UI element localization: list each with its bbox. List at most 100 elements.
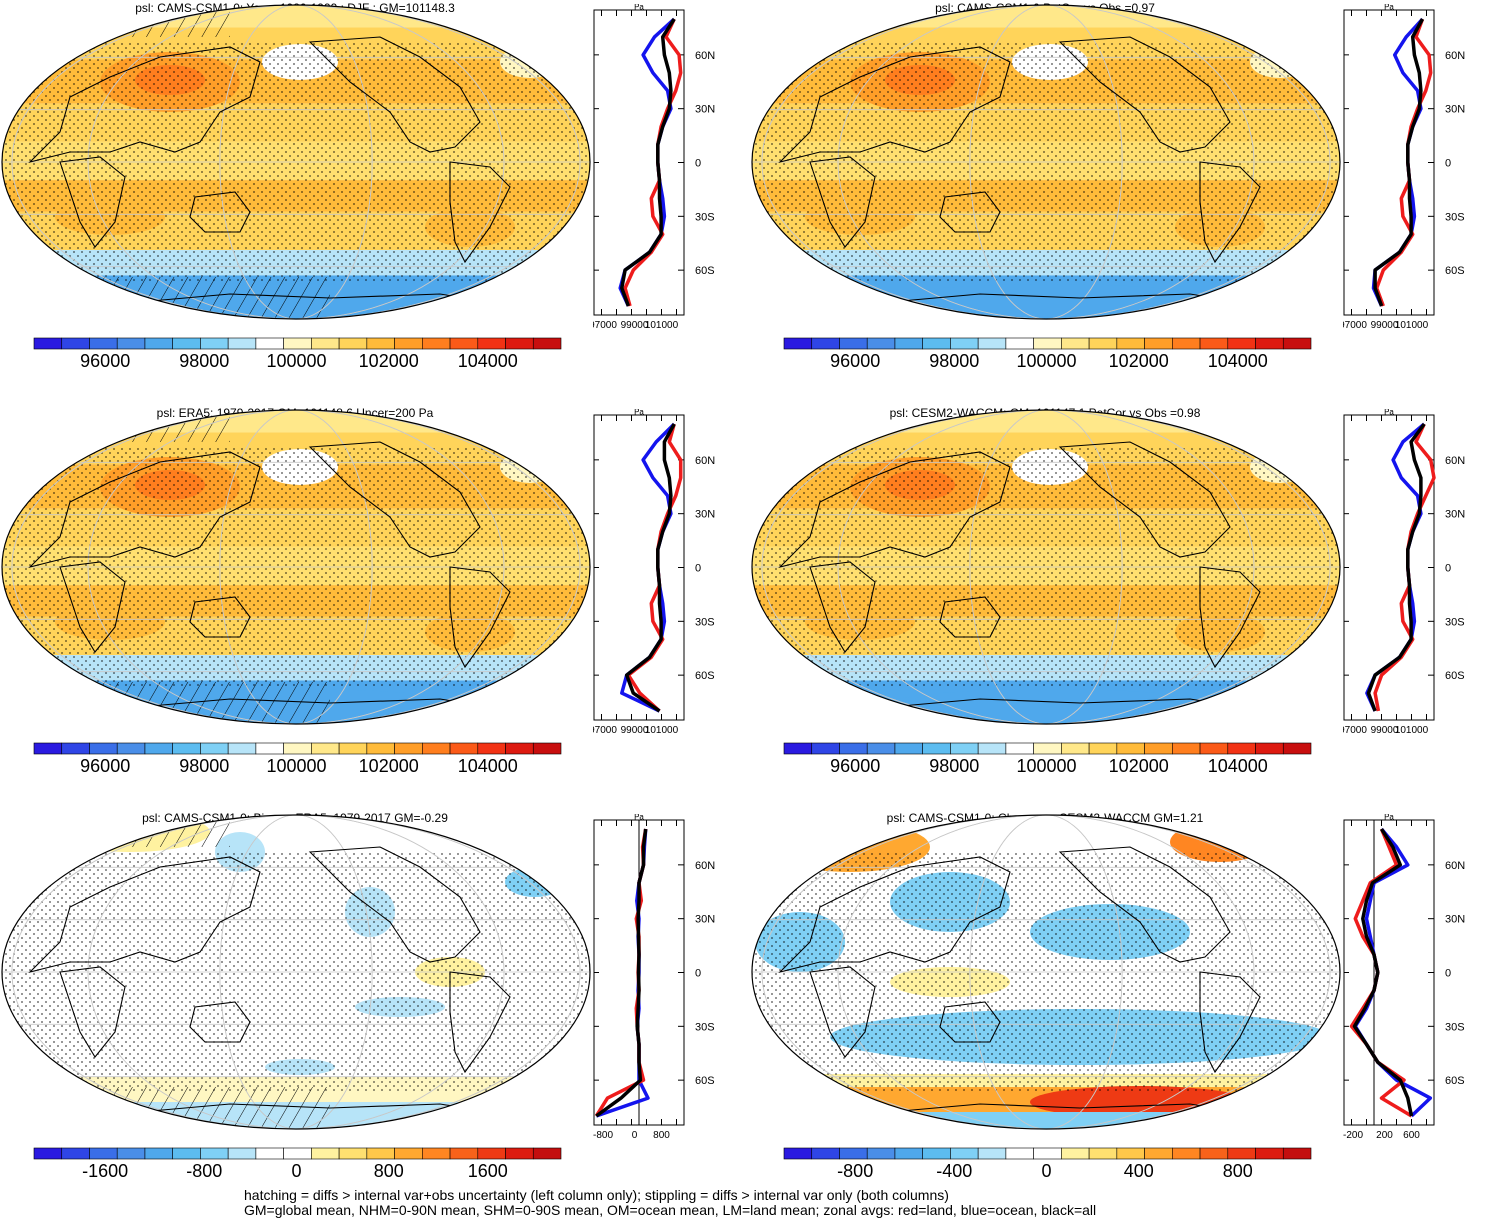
zonal-lat-label: 60S — [695, 670, 715, 682]
coastline — [189, 596, 251, 638]
global-map — [751, 814, 1341, 1130]
colorbar-swatch — [1172, 742, 1201, 755]
colorbar-swatch — [783, 1147, 813, 1160]
colorbar-swatch — [839, 337, 868, 350]
colorbar-swatch — [977, 337, 1007, 350]
colorbar-label: 800 — [373, 1161, 404, 1181]
colorbar-swatch — [422, 742, 451, 755]
colorbar — [783, 1147, 1312, 1160]
colorbar-swatch — [894, 742, 923, 755]
colorbar-label: -800 — [837, 1161, 874, 1181]
zonal-x-label: 97000 — [593, 320, 617, 331]
global-map — [751, 409, 1341, 725]
colorbar-swatch — [116, 742, 146, 755]
colorbar-swatch — [449, 337, 479, 350]
zonal-x-label: 99000 — [1371, 725, 1399, 736]
coastline — [809, 966, 876, 1058]
map-border — [1, 409, 591, 725]
zonal-line-all — [1366, 422, 1426, 712]
zonal-lat-label: 30S — [695, 1021, 715, 1033]
colorbar-swatch — [505, 1147, 534, 1160]
colorbar-label: -800 — [186, 1161, 223, 1181]
zonal-lat-label: 60S — [1445, 265, 1465, 277]
colorbar-swatch — [1227, 742, 1256, 755]
coastline — [1058, 441, 1231, 558]
zonal-lat-label: 30N — [695, 104, 715, 116]
map-border — [1, 814, 591, 1130]
colorbar-swatch — [811, 337, 840, 350]
zonal-unit-label: Pa — [1384, 814, 1394, 822]
colorbar-swatch — [1227, 1147, 1256, 1160]
colorbar-swatch — [283, 742, 312, 755]
colorbar-label: 800 — [1222, 1161, 1253, 1181]
zonal-lat-label: 30S — [695, 616, 715, 628]
colorbar-label: 98000 — [179, 756, 230, 776]
colorbar-label: 96000 — [80, 756, 131, 776]
colorbar-label: 1600 — [467, 1161, 508, 1181]
coastline — [59, 561, 126, 653]
colorbar-swatch — [1255, 337, 1284, 350]
coastline — [1199, 161, 1261, 264]
colorbar-swatch — [477, 742, 506, 755]
colorbar-swatch — [1088, 742, 1118, 755]
map-border — [751, 814, 1341, 1130]
zonal-lat-label: 30N — [695, 914, 715, 926]
coastline — [28, 856, 261, 974]
zonal-unit-label: Pa — [634, 409, 644, 417]
colorbar-label: 100000 — [266, 351, 327, 371]
map-border — [1, 4, 591, 320]
colorbar-swatch — [866, 337, 896, 350]
colorbar-swatch — [977, 1147, 1007, 1160]
colorbar-swatch — [227, 1147, 257, 1160]
colorbar-label: 100000 — [1016, 351, 1077, 371]
zonal-x-label: 99000 — [621, 320, 649, 331]
coastline — [449, 971, 511, 1074]
colorbar-swatch — [505, 337, 534, 350]
colorbar-swatch — [839, 742, 868, 755]
zonal-line-all — [1373, 18, 1425, 307]
global-map — [1, 4, 591, 320]
colorbar-label: 102000 — [358, 351, 419, 371]
colorbar-label: 102000 — [1108, 351, 1169, 371]
colorbar-swatch — [977, 742, 1007, 755]
zonal-lat-label: 0 — [1445, 968, 1451, 980]
colorbar-swatch — [144, 742, 173, 755]
coastline — [189, 191, 251, 233]
colorbar-swatch — [477, 337, 506, 350]
zonal-x-label: 0 — [632, 1130, 638, 1141]
colorbar-label: 98000 — [929, 351, 980, 371]
coastline — [778, 46, 1011, 164]
colorbar-swatch — [866, 742, 896, 755]
colorbar-label: -400 — [936, 1161, 973, 1181]
colorbar — [33, 337, 562, 350]
colorbar-swatch — [866, 1147, 896, 1160]
colorbar-swatch — [394, 742, 423, 755]
colorbar-swatch — [1061, 1147, 1090, 1160]
zonal-x-label: 101000 — [645, 725, 679, 736]
coastline — [189, 1001, 251, 1043]
colorbar-swatch — [255, 337, 284, 350]
zonal-unit-label: Pa — [634, 814, 644, 822]
coastline — [1058, 36, 1231, 153]
colorbar-swatch — [61, 742, 90, 755]
zonal-line-all — [595, 828, 648, 1118]
zonal-lat-label: 60S — [1445, 1075, 1465, 1087]
zonal-x-label: 99000 — [621, 725, 649, 736]
zonal-lat-label: 0 — [1445, 158, 1451, 170]
colorbar-swatch — [1033, 1147, 1062, 1160]
colorbar-swatch — [1255, 742, 1284, 755]
colorbar-swatch — [1005, 337, 1034, 350]
colorbar-swatch — [200, 1147, 229, 1160]
colorbar-swatch — [227, 742, 257, 755]
colorbar-swatch — [200, 337, 229, 350]
coastline — [28, 451, 261, 569]
global-map — [751, 4, 1341, 320]
colorbar-swatch — [477, 1147, 506, 1160]
colorbar-swatch — [227, 337, 257, 350]
zonal-lat-label: 0 — [695, 563, 701, 575]
colorbar-label: 400 — [1123, 1161, 1154, 1181]
colorbar-swatch — [1116, 337, 1145, 350]
colorbar-label: 102000 — [1108, 756, 1169, 776]
zonal-lat-label: 30S — [1445, 616, 1465, 628]
